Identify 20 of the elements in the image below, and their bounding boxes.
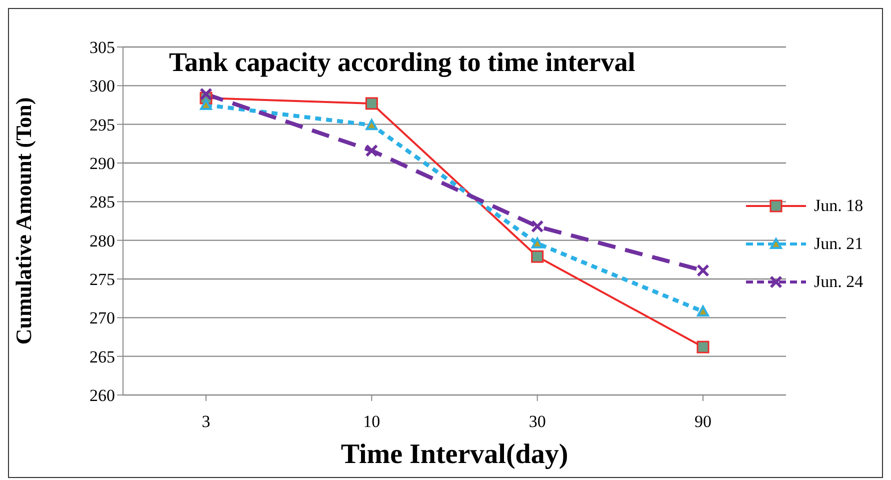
x-tick-label: 30: [528, 412, 546, 432]
chart-title: Tank capacity according to time interval: [169, 47, 636, 78]
y-tick-label: 305: [90, 38, 115, 58]
x-tick-label: 10: [363, 412, 380, 432]
legend-label: Jun. 21: [814, 234, 864, 254]
y-tick-label: 270: [90, 308, 115, 328]
y-tick-label: 280: [90, 231, 115, 250]
x-tick-label: 90: [694, 412, 712, 432]
x-tick-label: 3: [202, 412, 210, 432]
y-tick-label: 265: [90, 347, 115, 366]
y-tick-label: 290: [90, 154, 115, 174]
y-tick-label: 275: [90, 270, 115, 290]
legend-label: Jun. 18: [814, 196, 864, 216]
y-tick-label: 260: [90, 386, 115, 406]
y-axis-title: Cumulative Amount (Ton): [10, 97, 36, 345]
y-tick-label: 295: [90, 115, 115, 134]
y-tick-label: 300: [90, 76, 115, 96]
legend-label: Jun. 24: [814, 272, 864, 292]
y-tick-label: 285: [90, 192, 115, 212]
x-axis-title: Time Interval(day): [340, 439, 568, 470]
